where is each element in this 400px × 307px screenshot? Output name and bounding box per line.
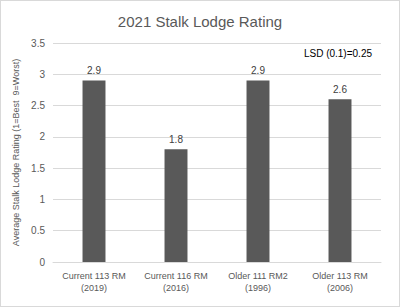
svg-text:Average Stalk Lodge Rating (1=: Average Stalk Lodge Rating (1=Best 9=Wor… — [11, 59, 21, 246]
svg-text:1.5: 1.5 — [31, 163, 45, 174]
svg-text:Current 116 RM: Current 116 RM — [144, 271, 207, 281]
svg-text:3.5: 3.5 — [31, 38, 45, 49]
svg-text:2021 Stalk Lodge Rating: 2021 Stalk Lodge Rating — [118, 13, 282, 30]
svg-text:2.5: 2.5 — [31, 100, 45, 111]
svg-text:0.5: 0.5 — [31, 225, 45, 236]
svg-text:Older 113 RM: Older 113 RM — [312, 271, 367, 281]
svg-text:2.6: 2.6 — [333, 84, 347, 95]
svg-text:0: 0 — [39, 257, 45, 268]
svg-text:2: 2 — [39, 131, 45, 142]
svg-text:Current 113 RM: Current 113 RM — [62, 271, 125, 281]
svg-text:1.8: 1.8 — [169, 134, 183, 145]
svg-text:2.9: 2.9 — [87, 65, 101, 76]
svg-text:(1996): (1996) — [245, 283, 271, 293]
svg-text:(2006): (2006) — [327, 283, 353, 293]
svg-text:1: 1 — [39, 194, 45, 205]
svg-text:3: 3 — [39, 69, 45, 80]
svg-text:Older 111 RM2: Older 111 RM2 — [228, 271, 288, 281]
svg-text:LSD (0.1)=0.25: LSD (0.1)=0.25 — [304, 48, 373, 59]
svg-text:(2016): (2016) — [163, 283, 189, 293]
svg-text:2.9: 2.9 — [251, 65, 265, 76]
svg-text:(2019): (2019) — [81, 283, 107, 293]
